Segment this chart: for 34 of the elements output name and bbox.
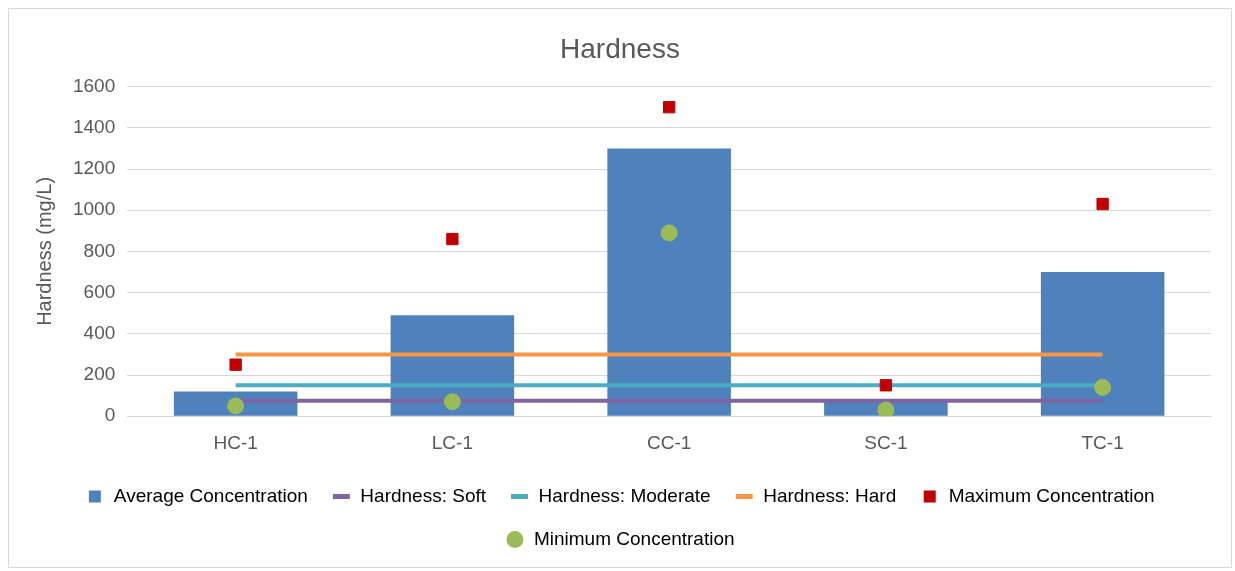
- legend-label: Minimum Concentration: [533, 527, 735, 549]
- y-axis-title: Hardness (mg/L): [32, 176, 55, 326]
- point: [1094, 378, 1112, 396]
- x-tick-label: LC-1: [431, 431, 473, 453]
- bar: [1040, 272, 1165, 416]
- legend-label: Average Concentration: [113, 484, 308, 506]
- y-tick-label: 1600: [72, 74, 116, 96]
- legend-label: Hardness: Moderate: [538, 484, 711, 506]
- y-tick-label: 1200: [72, 157, 116, 179]
- x-tick-label: TC-1: [1081, 431, 1124, 453]
- chart-title: Hardness: [560, 32, 680, 64]
- point: [1096, 197, 1109, 211]
- x-tick-label: CC-1: [646, 431, 692, 453]
- y-tick-label: 600: [83, 280, 116, 302]
- x-tick-label: SC-1: [864, 431, 908, 453]
- legend-label: Hardness: Hard: [763, 484, 897, 506]
- y-tick-label: 800: [83, 239, 116, 261]
- point: [229, 358, 242, 371]
- point: [660, 224, 678, 242]
- y-tick-label: 1000: [72, 198, 116, 220]
- y-tick-label: 200: [83, 363, 116, 385]
- point: [227, 397, 245, 415]
- point: [662, 101, 676, 114]
- legend-label: Hardness: Soft: [360, 484, 487, 506]
- y-tick-label: 400: [83, 322, 116, 344]
- y-tick-label: 1400: [72, 116, 116, 138]
- point: [877, 401, 895, 417]
- bar: [607, 148, 731, 416]
- legend-label: Maximum Concentration: [948, 484, 1155, 506]
- x-tick-label: HC-1: [213, 431, 258, 453]
- y-tick-label: 0: [104, 404, 116, 426]
- point: [443, 393, 461, 411]
- point: [446, 232, 459, 246]
- point: [879, 379, 893, 392]
